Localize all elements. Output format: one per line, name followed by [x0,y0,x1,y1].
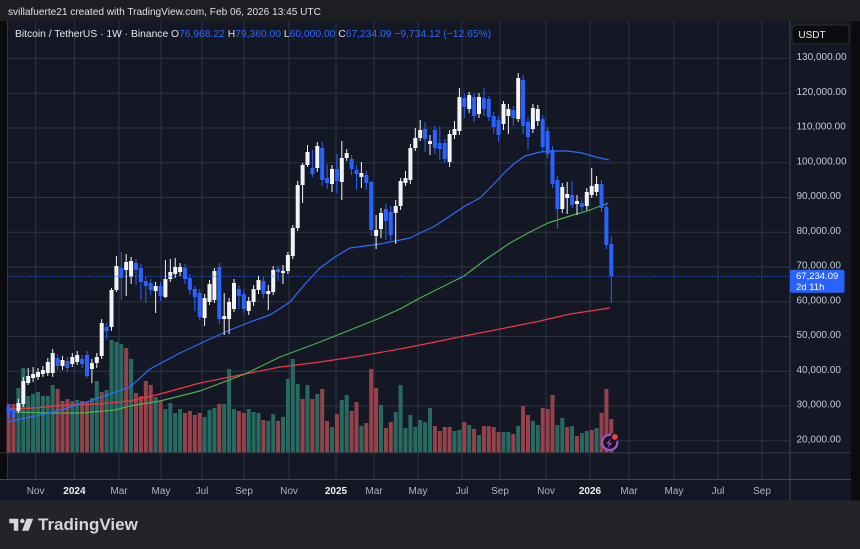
svg-text:Sep: Sep [235,486,253,497]
svg-text:TradingView: TradingView [38,515,139,534]
svg-text:May: May [152,486,171,497]
svg-text:Nov: Nov [27,486,45,497]
svg-text:90,000.00: 90,000.00 [797,191,842,202]
svg-text:Jul: Jul [712,486,725,497]
svg-text:2026: 2026 [579,486,602,497]
svg-text:Mar: Mar [620,486,638,497]
svg-text:Sep: Sep [753,486,771,497]
svg-text:80,000.00: 80,000.00 [797,226,842,237]
svg-text:Bitcoin / TetherUS · 1W · Bina: Bitcoin / TetherUS · 1W · Binance O76,96… [15,29,491,40]
svg-text:60,000.00: 60,000.00 [797,295,842,306]
svg-text:2024: 2024 [63,486,86,497]
svg-text:Nov: Nov [537,486,555,497]
svg-text:svillafuerte21 created with Tr: svillafuerte21 created with TradingView.… [8,7,321,18]
svg-text:50,000.00: 50,000.00 [797,330,842,341]
svg-text:USDT: USDT [798,30,825,41]
svg-text:2025: 2025 [325,486,348,497]
svg-text:110,000.00: 110,000.00 [797,122,847,133]
svg-text:100,000.00: 100,000.00 [797,156,847,167]
svg-text:30,000.00: 30,000.00 [797,400,842,411]
svg-text:120,000.00: 120,000.00 [797,87,847,98]
svg-text:May: May [409,486,428,497]
svg-text:40,000.00: 40,000.00 [797,365,842,376]
svg-text:Nov: Nov [280,486,298,497]
svg-text:130,000.00: 130,000.00 [797,52,847,63]
svg-text:Jul: Jul [456,486,469,497]
svg-text:Mar: Mar [365,486,383,497]
svg-text:Mar: Mar [110,486,128,497]
svg-text:Sep: Sep [491,486,509,497]
svg-text:2d 11h: 2d 11h [796,282,824,293]
svg-text:20,000.00: 20,000.00 [797,434,842,445]
svg-text:70,000.00: 70,000.00 [797,261,842,272]
svg-text:Jul: Jul [196,486,209,497]
svg-text:67,234.09: 67,234.09 [796,271,838,282]
svg-text:May: May [665,486,684,497]
